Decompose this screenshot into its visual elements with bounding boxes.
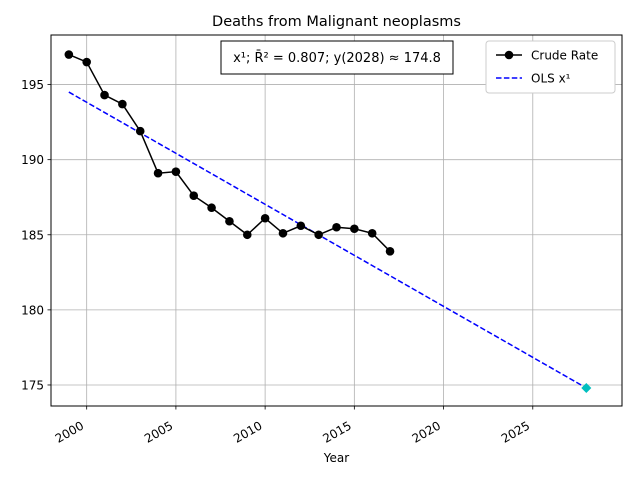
crude-rate-point bbox=[350, 224, 359, 234]
y-tick-label: 180 bbox=[21, 303, 44, 317]
crude-rate-point bbox=[64, 50, 74, 59]
axis-ticks: 2000 2005 2010 2015 2020 2025 175 180 185 190 195 bbox=[21, 78, 534, 446]
crude-rate-point bbox=[207, 203, 216, 213]
legend: Crude Rate OLS x¹ bbox=[485, 40, 616, 94]
y-tick-label: 195 bbox=[21, 78, 44, 92]
forecast-point bbox=[581, 382, 592, 393]
grid bbox=[51, 35, 622, 406]
y-tick-label: 175 bbox=[21, 378, 44, 392]
crude-rate-point bbox=[135, 126, 145, 136]
legend-frame bbox=[485, 40, 616, 94]
plot-frame bbox=[50, 34, 623, 407]
x-tick-label: 2010 bbox=[231, 418, 264, 445]
crude-rate-point bbox=[225, 216, 234, 226]
x-tick-label: 2020 bbox=[410, 418, 443, 445]
y-tick-label: 185 bbox=[21, 228, 44, 242]
x-tick-label: 2000 bbox=[53, 418, 86, 445]
legend-crude-rate-marker bbox=[504, 50, 514, 60]
crude-rate-point bbox=[296, 221, 306, 231]
crude-rate-point bbox=[367, 228, 377, 238]
crude-rate-point bbox=[100, 90, 109, 100]
annotation-box: x¹; R̄² = 0.807; y(2028) ≈ 174.8 bbox=[220, 40, 454, 75]
crude-rate-point bbox=[171, 167, 181, 176]
chart-title: Deaths from Malignant neoplasms bbox=[212, 14, 461, 30]
crude-rate-point bbox=[153, 168, 163, 178]
legend-crude-rate-label: Crude Rate bbox=[531, 49, 598, 63]
legend-ols-label: OLS x¹ bbox=[531, 72, 571, 86]
crude-rate-point bbox=[189, 191, 199, 201]
crude-rate-point bbox=[260, 213, 270, 223]
x-tick-label: 2025 bbox=[499, 418, 532, 445]
crude-rate-point bbox=[118, 99, 127, 109]
x-tick-label: 2005 bbox=[142, 418, 175, 445]
annotation-text: x¹; R̄² = 0.807; y(2028) ≈ 174.8 bbox=[233, 51, 441, 66]
crude-rate-point bbox=[385, 246, 395, 256]
annotation-frame bbox=[220, 40, 454, 75]
crude-rate-point bbox=[314, 230, 323, 240]
series-layer bbox=[64, 50, 592, 393]
crude-rate-point bbox=[332, 222, 341, 232]
y-tick-label: 190 bbox=[21, 153, 44, 167]
crude-rate-point bbox=[278, 228, 288, 238]
crude-rate-point bbox=[242, 230, 252, 240]
crude-rate-point bbox=[82, 57, 91, 67]
ols-fit-line bbox=[68, 91, 587, 389]
x-axis-label: Year bbox=[323, 451, 349, 465]
x-tick-label: 2015 bbox=[320, 418, 353, 445]
